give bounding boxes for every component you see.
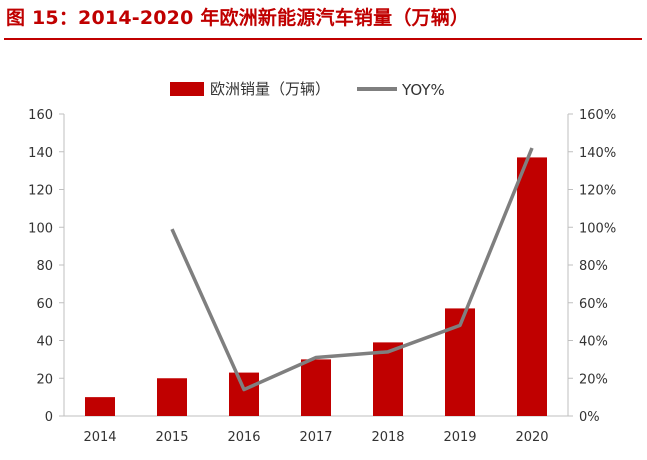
right-tick-label: 80% xyxy=(579,259,608,274)
left-tick-label: 80 xyxy=(36,259,53,274)
x-tick-label: 2020 xyxy=(515,430,548,445)
x-tick-label: 2019 xyxy=(443,430,476,445)
right-tick-label: 100% xyxy=(579,221,616,236)
left-tick-label: 40 xyxy=(36,335,53,350)
ticks: 0 20 40 60 80 100 120 140 160 0% 20% 40% 60% 80% 100% 1… xyxy=(28,108,616,445)
bars xyxy=(85,157,547,416)
bar-2020 xyxy=(517,157,547,416)
legend: 欧洲销量（万辆） YOY% xyxy=(170,80,445,99)
x-tick-label: 2015 xyxy=(155,430,188,445)
right-tick-label: 40% xyxy=(579,335,608,350)
bar-2017 xyxy=(301,359,331,416)
legend-line-label: YOY% xyxy=(401,81,445,99)
chart-title: 图 15：2014-2020 年欧洲新能源汽车销量（万辆） xyxy=(6,7,470,29)
line-series xyxy=(170,147,534,392)
right-tick-label: 60% xyxy=(579,297,608,312)
bar-2015 xyxy=(157,378,187,416)
x-tick-label: 2016 xyxy=(227,430,260,445)
right-tick-label: 160% xyxy=(579,108,616,123)
left-tick-label: 100 xyxy=(28,221,53,236)
x-tick-label: 2018 xyxy=(371,430,404,445)
bar-2016 xyxy=(229,372,259,416)
x-tick-label: 2017 xyxy=(299,430,332,445)
left-tick-label: 60 xyxy=(36,297,53,312)
right-tick-label: 20% xyxy=(579,372,608,387)
left-tick-label: 120 xyxy=(28,184,53,199)
title-rule xyxy=(4,38,642,40)
right-tick-label: 0% xyxy=(579,410,600,425)
bar-2014 xyxy=(85,397,115,416)
x-tick-label: 2014 xyxy=(83,430,116,445)
yoy-line xyxy=(170,147,534,392)
legend-bar-swatch xyxy=(170,82,204,96)
left-tick-label: 0 xyxy=(45,410,53,425)
right-tick-label: 140% xyxy=(579,146,616,161)
bar-2018 xyxy=(373,342,403,416)
left-tick-label: 20 xyxy=(36,372,53,387)
left-tick-label: 140 xyxy=(28,146,53,161)
right-tick-label: 120% xyxy=(579,184,616,199)
legend-bar-label: 欧洲销量（万辆） xyxy=(210,80,330,98)
left-tick-label: 160 xyxy=(28,108,53,123)
